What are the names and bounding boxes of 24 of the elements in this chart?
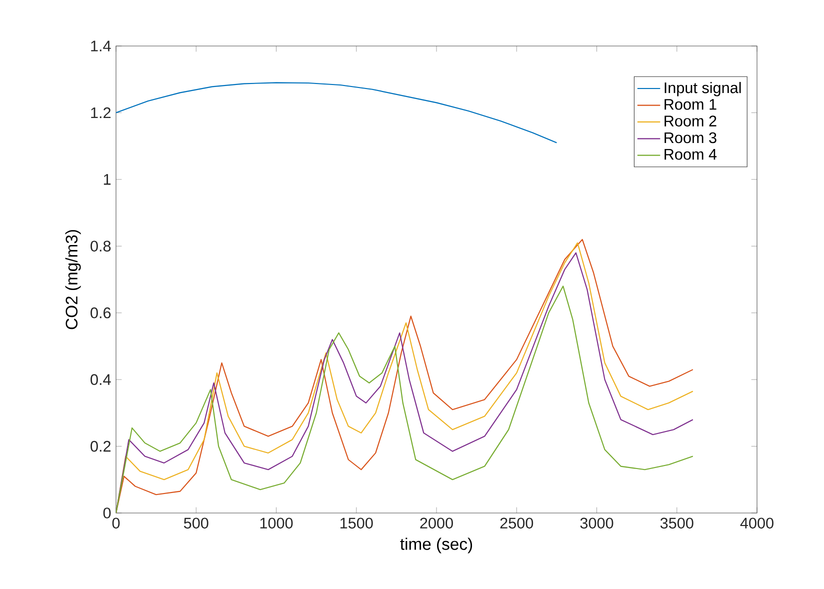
y-tick-label: 1.2 bbox=[91, 107, 111, 118]
x-tick-label: 3000 bbox=[580, 518, 614, 529]
x-tick-label: 500 bbox=[184, 518, 208, 529]
x-tick-label: 2000 bbox=[420, 518, 453, 529]
y-tick-label: 0.2 bbox=[90, 440, 111, 452]
y-tick-label: 0.6 bbox=[90, 307, 111, 318]
y-tick-label: 1.4 bbox=[91, 40, 111, 52]
legend-label: Room 2 bbox=[664, 116, 716, 126]
x-tick-label: 1500 bbox=[340, 518, 373, 529]
legend-label: Room 1 bbox=[664, 99, 716, 110]
x-axis-title: time (sec) bbox=[400, 538, 472, 554]
x-tick-label: 4000 bbox=[740, 518, 774, 529]
y-tick-label: 0 bbox=[103, 508, 111, 518]
legend-label: Input signal bbox=[664, 82, 741, 96]
x-tick-label: 0 bbox=[112, 518, 120, 529]
x-tick-label: 1000 bbox=[260, 518, 293, 529]
legend-label: Room 4 bbox=[664, 149, 717, 160]
y-tick-label: 0.8 bbox=[90, 240, 111, 252]
x-tick-label: 3500 bbox=[660, 518, 694, 529]
y-tick-label: 1 bbox=[104, 174, 111, 185]
y-tick-label: 0.4 bbox=[90, 374, 111, 385]
x-tick-label: 2500 bbox=[500, 518, 534, 529]
y-axis-title: CO2 (mg/m3) bbox=[65, 230, 81, 330]
legend-label: Room 3 bbox=[664, 132, 716, 144]
